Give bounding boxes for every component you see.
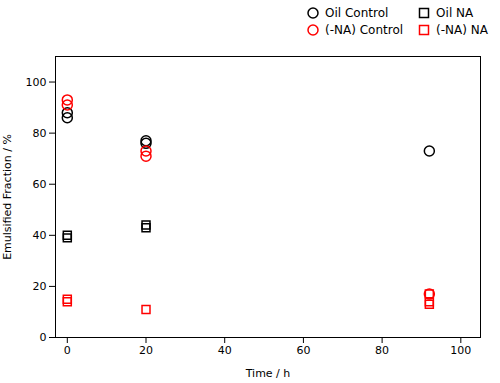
svg-text:100: 100 xyxy=(450,344,471,357)
svg-text:60: 60 xyxy=(33,178,47,191)
svg-text:40: 40 xyxy=(218,344,232,357)
html-text:(-NA) Control: (-NA) Control xyxy=(325,23,404,37)
svg-text:80: 80 xyxy=(33,127,47,140)
html-text:(-NA) NA: (-NA) NA xyxy=(436,23,488,37)
svg-text:20: 20 xyxy=(33,280,47,293)
svg-text:0: 0 xyxy=(40,331,47,344)
html-text:Oil Control: Oil Control xyxy=(325,6,389,20)
svg-text:60: 60 xyxy=(296,344,310,357)
svg-text:Emulsified Fraction / %: Emulsified Fraction / % xyxy=(1,134,14,260)
svg-text:Time / h: Time / h xyxy=(245,367,291,380)
svg-text:80: 80 xyxy=(375,344,389,357)
svg-text:40: 40 xyxy=(33,229,47,242)
html-text:Oil NA: Oil NA xyxy=(436,6,474,20)
svg-text:100: 100 xyxy=(26,76,47,89)
svg-text:20: 20 xyxy=(139,344,153,357)
svg-text:0: 0 xyxy=(64,344,71,357)
